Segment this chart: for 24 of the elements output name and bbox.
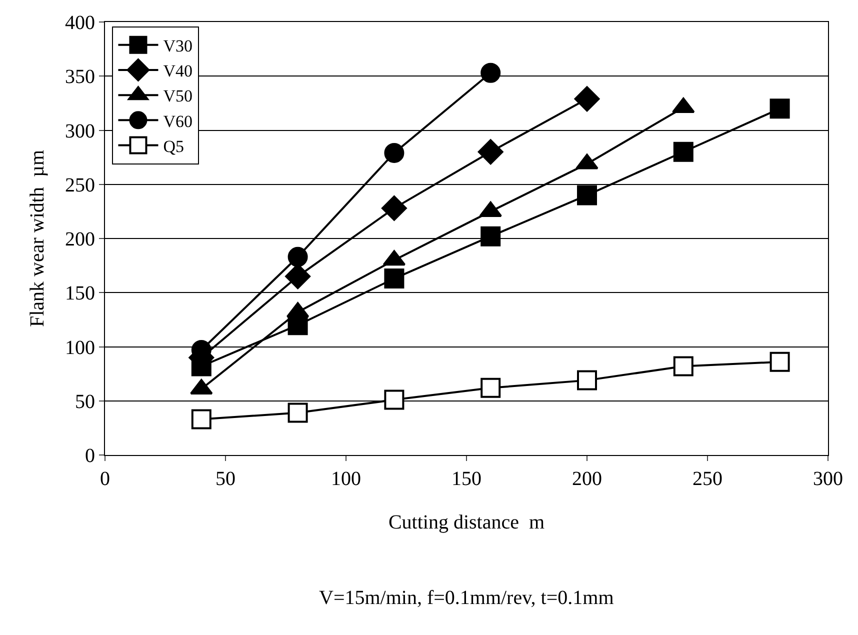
y-axis-title: Flank wear width µm <box>26 150 48 328</box>
y-tick-label: 150 <box>65 282 95 305</box>
legend-label: V60 <box>163 112 193 131</box>
x-tick-label: 0 <box>100 468 110 490</box>
x-tick-label: 100 <box>331 468 361 490</box>
x-tick-label: 250 <box>692 468 722 490</box>
legend-label: V50 <box>163 86 193 106</box>
x-tick-label: 50 <box>216 468 236 490</box>
y-tick-label: 50 <box>75 390 95 413</box>
y-tick-label: 350 <box>65 66 95 88</box>
x-tick-label: 150 <box>452 468 482 490</box>
x-tick-label: 300 <box>813 468 843 490</box>
y-tick-label: 0 <box>85 445 95 467</box>
legend-label: V40 <box>163 62 193 81</box>
y-tick-label: 100 <box>65 336 95 359</box>
y-tick-label: 300 <box>65 120 95 142</box>
y-tick-label: 200 <box>65 228 95 250</box>
y-tick-label: 400 <box>65 12 95 34</box>
legend-label: Q5 <box>163 136 184 156</box>
text: V=15m/min, f=0.1mm/rev, t=0.1mm <box>319 587 614 609</box>
y-tick-label: 250 <box>65 174 95 196</box>
legend-label: V30 <box>163 36 193 56</box>
x-axis-title: Cutting distance m <box>388 512 545 534</box>
x-tick-label: 200 <box>572 468 602 490</box>
